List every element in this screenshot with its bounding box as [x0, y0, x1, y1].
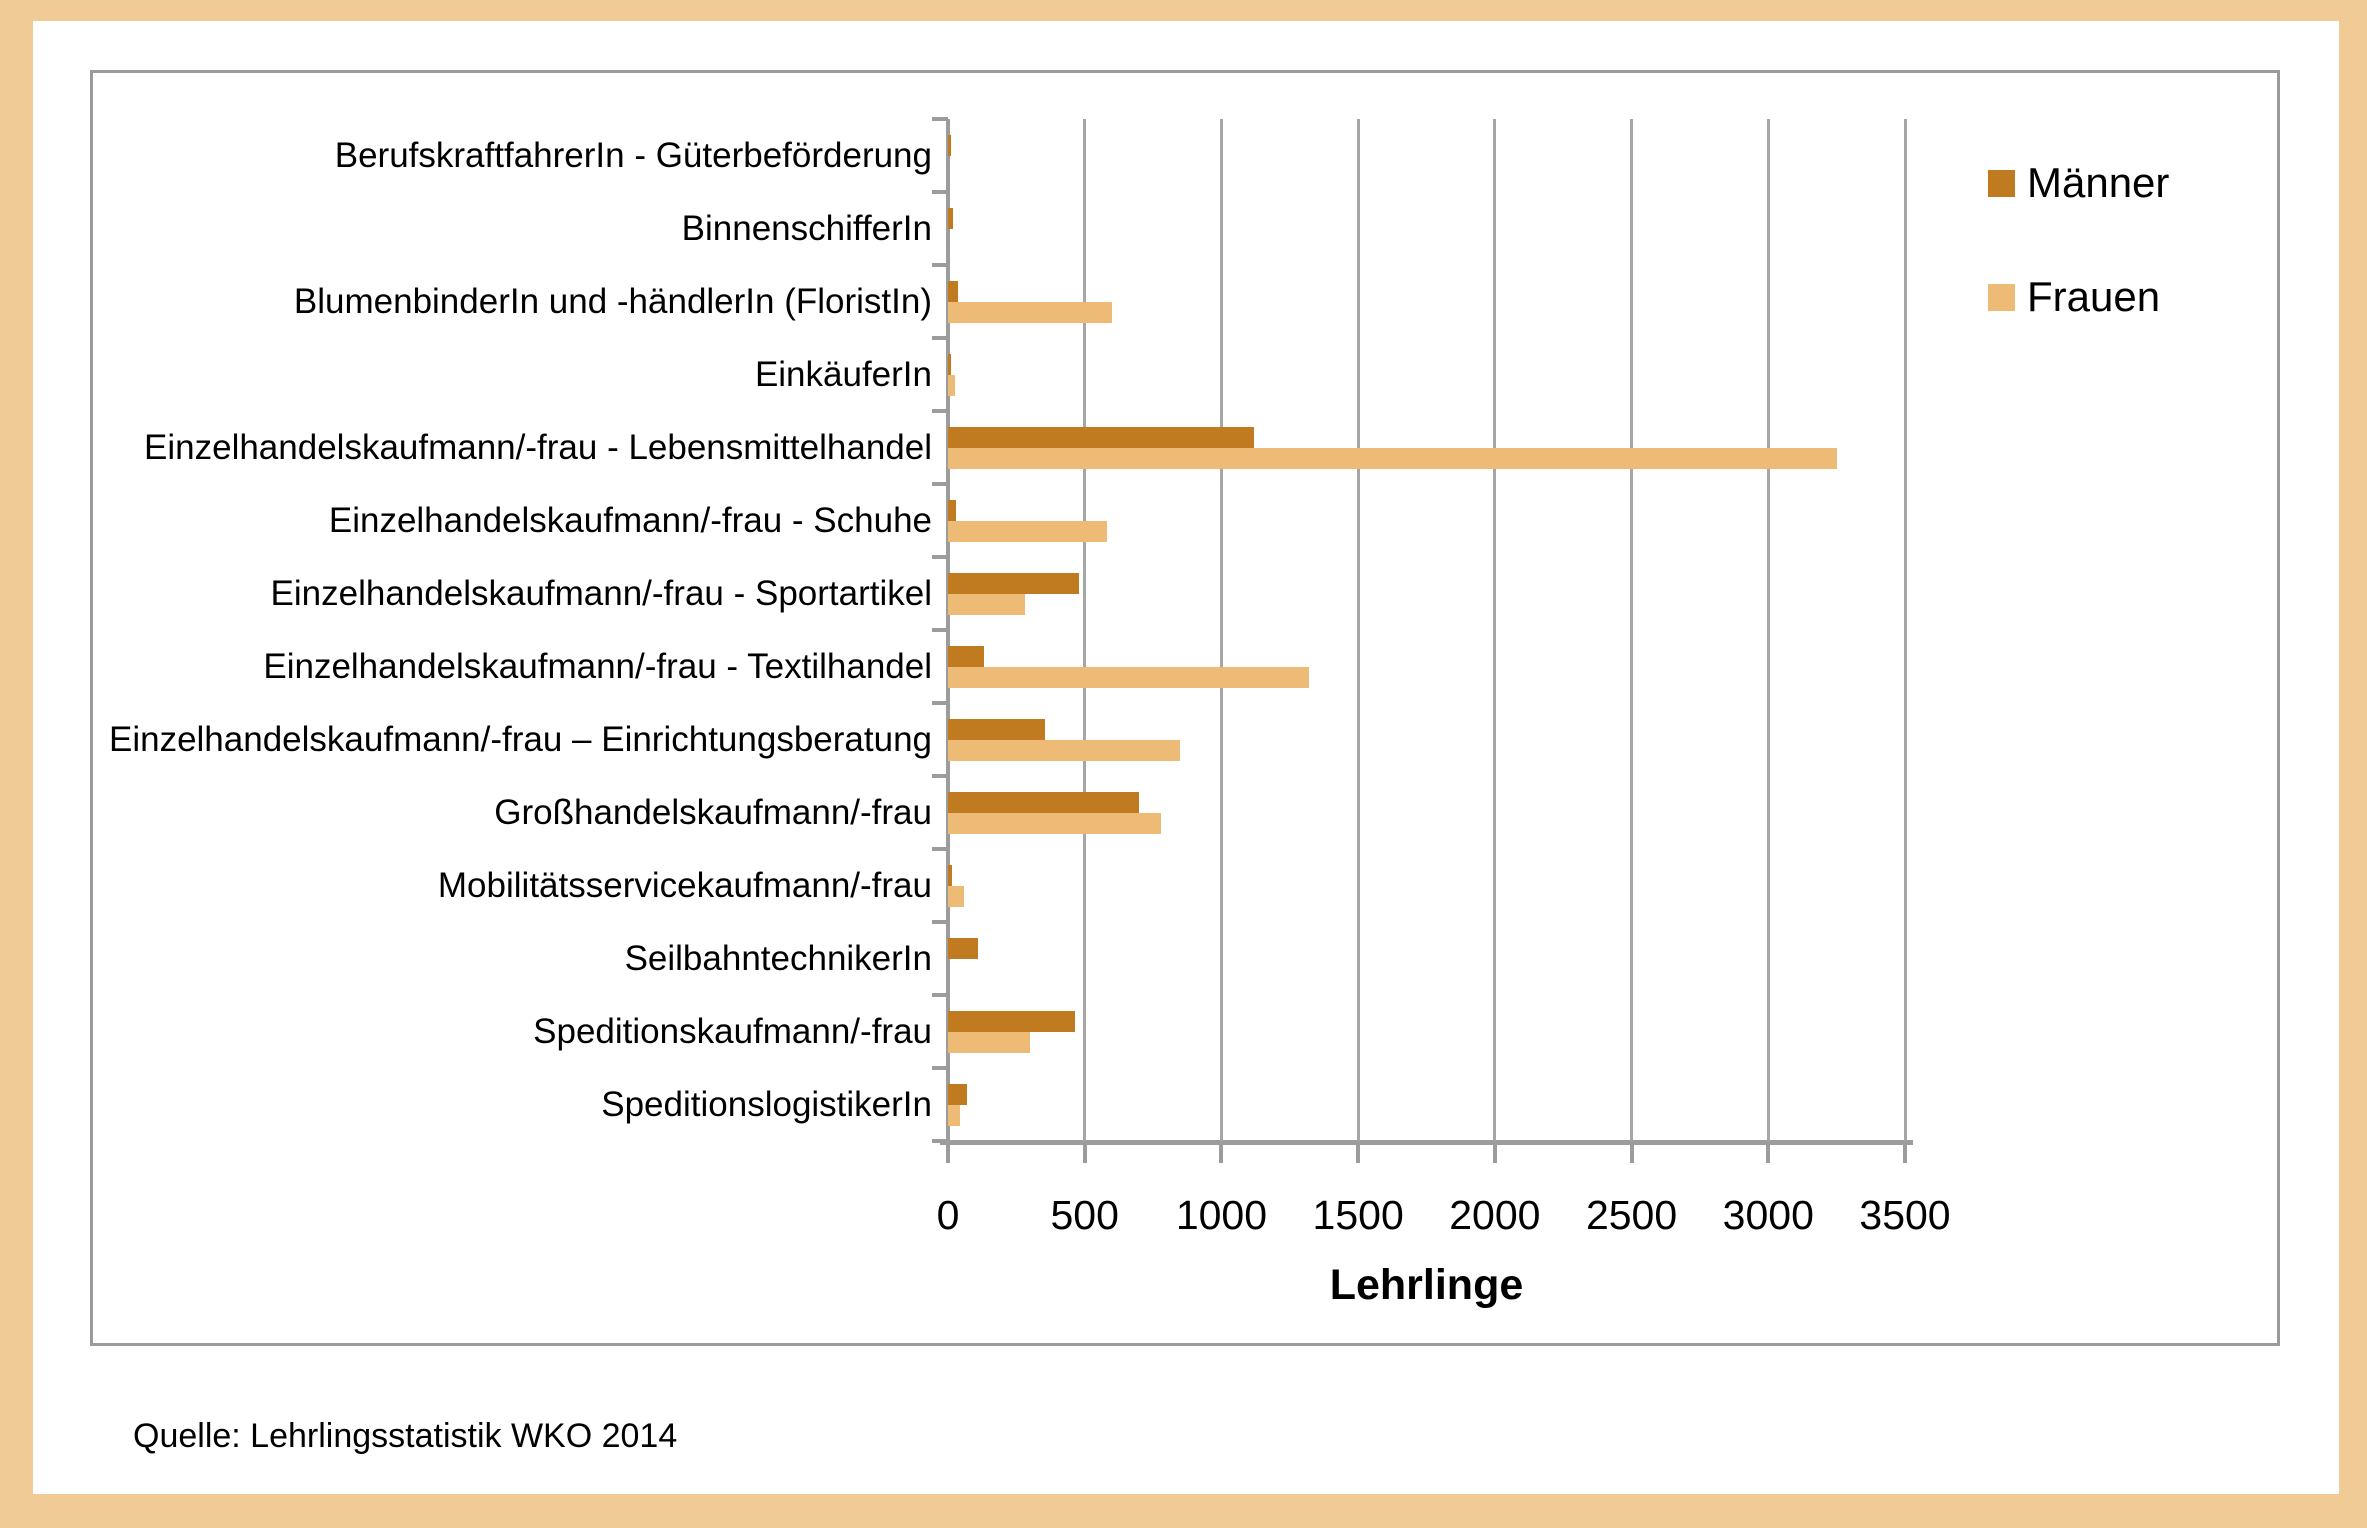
- gridline-1000: [1219, 119, 1223, 1141]
- legend-item-maenner: Männer: [1988, 159, 2169, 207]
- category-label-10: Mobilitätsservicekaufmann/-frau: [437, 866, 932, 905]
- category-label-13: SpeditionslogistikerIn: [601, 1085, 932, 1124]
- legend-label-maenner: Männer: [2027, 159, 2170, 206]
- y-axis-tick: [932, 336, 948, 340]
- category-label-9: Großhandelskaufmann/-frau: [494, 793, 932, 832]
- y-axis-tick: [932, 774, 948, 778]
- bar-maenner-1: [948, 208, 954, 229]
- y-axis-line: [946, 119, 950, 1141]
- category-label-3: EinkäuferIn: [754, 355, 932, 394]
- y-axis-tick: [932, 993, 948, 997]
- bar-frauen-2: [948, 302, 1113, 323]
- bar-frauen-9: [948, 813, 1162, 834]
- bar-maenner-12: [948, 1011, 1076, 1032]
- category-label-2: BlumenbinderIn und -händlerIn (FloristIn…: [293, 282, 932, 321]
- x-axis-tick: [1492, 1145, 1497, 1163]
- bar-maenner-0: [948, 135, 951, 156]
- gridline-3000: [1766, 119, 1770, 1141]
- y-axis-tick: [932, 847, 948, 851]
- bar-frauen-13: [948, 1105, 961, 1126]
- y-axis-tick: [932, 482, 948, 486]
- x-axis-tick: [1219, 1145, 1224, 1163]
- y-axis-tick: [932, 701, 948, 705]
- bar-frauen-3: [948, 375, 955, 396]
- x-tick-label-1000: 1000: [1175, 1192, 1268, 1238]
- gridline-500: [1083, 119, 1087, 1141]
- bar-maenner-9: [948, 792, 1140, 813]
- plot-area: [932, 117, 1913, 1163]
- category-label-1: BinnenschifferIn: [681, 209, 932, 248]
- category-label-12: Speditionskaufmann/-frau: [533, 1012, 932, 1051]
- y-axis-tick: [932, 190, 948, 194]
- bar-frauen-12: [948, 1032, 1031, 1053]
- x-tick-label-500: 500: [1050, 1192, 1119, 1238]
- bar-frauen-4: [948, 448, 1837, 469]
- y-axis-tick: [932, 1066, 948, 1070]
- category-label-11: SeilbahntechnikerIn: [624, 939, 932, 978]
- x-tick-label-2500: 2500: [1585, 1192, 1678, 1238]
- source-note: Quelle: Lehrlingsstatistik WKO 2014: [133, 1417, 678, 1455]
- category-label-5: Einzelhandelskaufmann/-frau - Schuhe: [328, 501, 932, 540]
- bar-frauen-5: [948, 521, 1107, 542]
- legend-swatch-frauen-icon: [1988, 283, 2015, 311]
- y-axis-tick: [932, 1139, 948, 1143]
- x-tick-label-3500: 3500: [1859, 1192, 1951, 1238]
- x-axis-tick: [1766, 1145, 1771, 1163]
- legend-item-frauen: Frauen: [1988, 273, 2169, 321]
- bar-maenner-5: [948, 500, 957, 521]
- bar-frauen-6: [948, 594, 1025, 615]
- gridline-3500: [1903, 119, 1907, 1141]
- x-tick-label-0: 0: [936, 1192, 960, 1238]
- legend-label-frauen: Frauen: [2027, 273, 2161, 320]
- x-axis-title: Lehrlinge: [1329, 1261, 1524, 1309]
- bar-frauen-10: [948, 886, 965, 907]
- x-axis-tick: [1356, 1145, 1361, 1163]
- bar-maenner-8: [948, 719, 1046, 740]
- y-axis-tick: [932, 555, 948, 559]
- bar-maenner-10: [948, 865, 953, 886]
- gridline-2500: [1630, 119, 1634, 1141]
- category-label-8: Einzelhandelskaufmann/-frau – Einrichtun…: [108, 720, 932, 759]
- x-axis-tick: [1903, 1145, 1907, 1163]
- bar-maenner-4: [948, 427, 1255, 448]
- category-label-6: Einzelhandelskaufmann/-frau - Sportartik…: [270, 574, 932, 613]
- legend: Männer Frauen: [1988, 159, 2169, 387]
- legend-swatch-maenner-icon: [1988, 169, 2015, 197]
- bar-maenner-3: [948, 354, 951, 375]
- y-axis-tick: [932, 263, 948, 267]
- gridline-2000: [1493, 119, 1497, 1141]
- bar-frauen-7: [948, 667, 1309, 688]
- bar-maenner-13: [948, 1084, 968, 1105]
- gridline-1500: [1356, 119, 1360, 1141]
- chart-frame: BerufskraftfahrerIn - Güterbeförderung Bi…: [90, 70, 2280, 1346]
- x-tick-label-3000: 3000: [1722, 1192, 1814, 1238]
- category-label-0: BerufskraftfahrerIn - Güterbeförderung: [334, 136, 932, 175]
- y-axis-tick: [932, 409, 948, 413]
- x-tick-label-2000: 2000: [1449, 1192, 1541, 1238]
- bar-maenner-6: [948, 573, 1080, 594]
- x-axis-tick: [946, 1145, 950, 1163]
- bar-maenner-7: [948, 646, 984, 667]
- x-axis-tick: [1082, 1145, 1087, 1163]
- x-axis-line: [940, 1140, 1913, 1145]
- category-label-4: Einzelhandelskaufmann/-frau - Lebensmitt…: [144, 428, 932, 467]
- category-axis-labels: BerufskraftfahrerIn - Güterbeförderung Bi…: [101, 119, 932, 1141]
- content-sheet: BerufskraftfahrerIn - Güterbeförderung Bi…: [33, 21, 2339, 1494]
- y-axis-tick: [932, 628, 948, 632]
- x-tick-label-1500: 1500: [1312, 1192, 1404, 1238]
- bar-maenner-11: [948, 938, 979, 959]
- bar-maenner-2: [948, 281, 958, 302]
- y-axis-tick: [932, 920, 948, 924]
- category-label-7: Einzelhandelskaufmann/-frau - Textilhand…: [263, 647, 932, 686]
- y-axis-tick: [932, 117, 948, 121]
- x-axis-tick: [1629, 1145, 1634, 1163]
- bar-frauen-8: [948, 740, 1181, 761]
- value-axis-labels: 0 500 1000 1500 2000 2500 3000 3500: [937, 1185, 1951, 1245]
